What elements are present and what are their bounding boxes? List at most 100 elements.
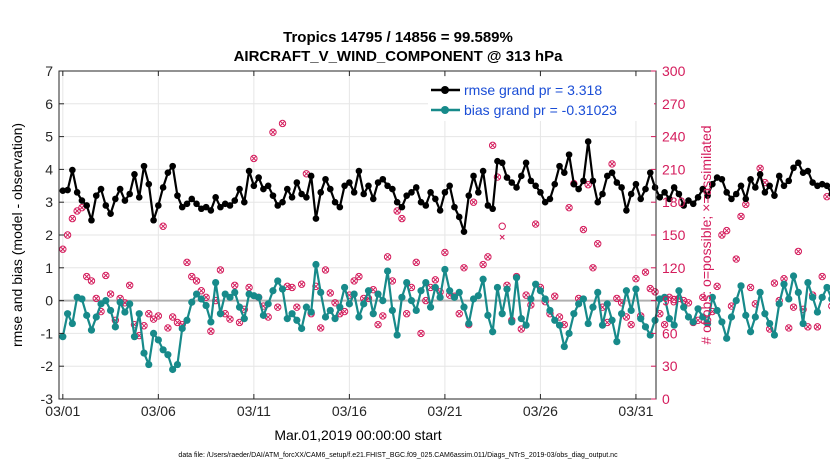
- bias-point: [684, 313, 693, 321]
- rmse-point: [264, 182, 272, 190]
- obs-assimilated-marker: [103, 272, 109, 279]
- rmse-point: [293, 179, 301, 186]
- x-tick-label: 03/21: [427, 403, 462, 419]
- bias-point: [450, 293, 459, 301]
- obs-possible-marker: [789, 303, 798, 311]
- rmse-point: [207, 207, 215, 214]
- obs-possible-marker: [412, 258, 420, 267]
- bias-point: [785, 295, 793, 303]
- obs-possible-marker: [350, 277, 358, 285]
- rmse-point: [92, 192, 100, 199]
- obs-assimilated-marker: [222, 311, 228, 317]
- bias-point: [312, 260, 320, 269]
- bias-point: [780, 280, 788, 288]
- obs-possible-marker: [651, 288, 659, 296]
- rmse-point: [532, 182, 539, 190]
- obs-possible-marker: [226, 315, 234, 323]
- rmse-point: [775, 172, 783, 180]
- rmse-point: [570, 180, 578, 188]
- bias-point: [388, 306, 396, 315]
- bias-point: [718, 318, 726, 326]
- obs-possible-marker: [383, 253, 392, 261]
- bias-point: [226, 293, 234, 301]
- legend-box: [428, 77, 654, 121]
- y2-tick-label: 0: [662, 391, 670, 407]
- bias-point: [761, 310, 769, 318]
- bias-point: [708, 293, 716, 301]
- rmse-point: [809, 179, 816, 186]
- rmse-point: [398, 203, 406, 211]
- rmse-point: [283, 185, 291, 193]
- rmse-point: [785, 177, 793, 185]
- bias-point: [699, 313, 707, 321]
- obs-assimilated-marker: [404, 311, 410, 317]
- obs-assimilated-marker: [471, 199, 477, 205]
- obs-assimilated-marker: [714, 283, 720, 289]
- obs-assimilated-marker: [580, 226, 586, 233]
- obs-possible-marker: [393, 207, 401, 215]
- obs-assimilated-marker: [246, 284, 252, 291]
- rmse-point: [742, 195, 750, 203]
- rmse-point: [107, 210, 114, 217]
- obs-assimilated-marker: [771, 280, 777, 286]
- rmse-point: [699, 185, 707, 193]
- bias-point: [159, 346, 167, 354]
- rmse-point: [632, 180, 640, 188]
- obs-assimilated-marker: [275, 304, 281, 310]
- rmse-point: [551, 180, 559, 188]
- y-tick-label: 5: [45, 129, 53, 145]
- obs-possible-marker: [317, 324, 325, 332]
- obs-possible-marker: [718, 231, 726, 239]
- rmse-point: [747, 175, 754, 183]
- rmse-point: [250, 182, 258, 190]
- obs-assimilated-marker: [270, 129, 276, 135]
- y2-tick-label: 180: [662, 194, 686, 210]
- rmse-point: [795, 159, 802, 167]
- bias-point: [369, 310, 377, 318]
- obs-possible-marker: [168, 313, 177, 321]
- bias-point: [135, 310, 143, 318]
- obs-possible-marker: [594, 240, 602, 248]
- rmse-point: [436, 207, 444, 214]
- obs-assimilated-marker: [724, 228, 730, 234]
- obs-possible-marker: [274, 303, 282, 311]
- rmse-point: [670, 184, 678, 191]
- bias-point: [675, 287, 683, 295]
- obs-possible-marker: [231, 281, 239, 289]
- bias-point: [818, 293, 826, 301]
- rmse-point: [575, 185, 582, 193]
- rmse-point: [116, 185, 124, 193]
- rmse-point: [145, 180, 153, 188]
- rmse-point: [279, 198, 286, 206]
- bias-point: [713, 306, 721, 315]
- bias-point: [360, 300, 368, 308]
- obs-assimilated-marker: [299, 281, 305, 287]
- rmse-point: [422, 202, 430, 209]
- bias-point: [775, 300, 783, 308]
- bias-point: [169, 365, 177, 374]
- bias-point: [512, 274, 521, 282]
- obs-possible-marker: [164, 324, 172, 332]
- obs-assimilated-marker: [208, 328, 214, 334]
- rmse-point: [336, 203, 344, 211]
- y-tick-label: 7: [45, 63, 53, 79]
- obs-possible-marker: [331, 299, 339, 307]
- bias-point: [307, 308, 315, 316]
- obs-assimilated-marker: [217, 267, 223, 273]
- obs-possible-marker: [188, 272, 196, 281]
- obs-possible-marker: [627, 320, 635, 329]
- bias-point: [746, 328, 755, 336]
- bias-point: [121, 308, 129, 316]
- bias-point: [560, 342, 568, 351]
- obs-assimilated-marker: [485, 254, 491, 260]
- obs-assimilated-marker: [88, 278, 95, 284]
- obs-assimilated-marker: [814, 324, 820, 330]
- bias-point: [436, 293, 444, 301]
- bias-point: [532, 280, 540, 288]
- rmse-point: [112, 195, 119, 203]
- obs-assimilated-marker: [456, 311, 462, 317]
- rmse-point: [69, 166, 76, 174]
- rmse-point: [756, 171, 764, 178]
- rmse-point: [412, 184, 420, 191]
